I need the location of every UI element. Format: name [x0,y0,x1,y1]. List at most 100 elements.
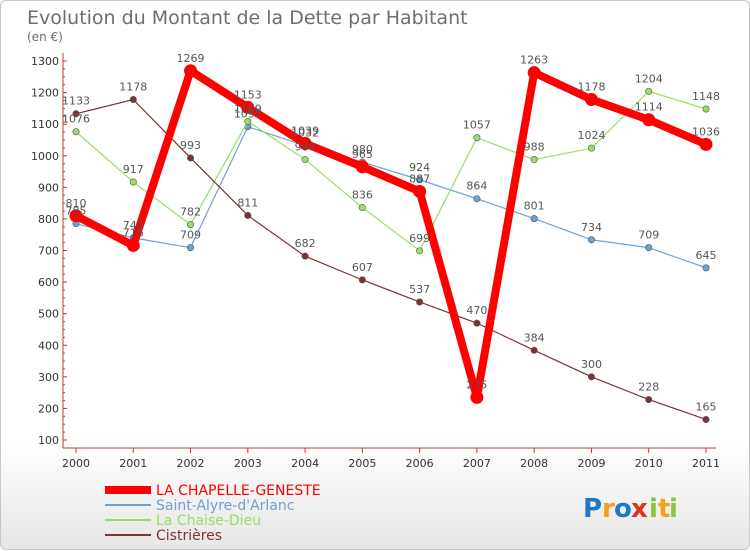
data-point [301,156,309,164]
series-line [72,66,710,402]
data-label: 965 [352,148,373,161]
x-tick-label: 2008 [520,457,548,470]
y-tick-label: 1300 [31,55,59,68]
series-line [75,90,707,252]
data-point [129,96,137,104]
data-labels: 810 716 1269 1153 1039 965 887 235 1263 1178 1114 1… [62,52,720,414]
data-label: 235 [466,378,487,391]
y-tick-label: 1000 [31,150,59,163]
data-label: 980 [352,143,373,156]
data-point [702,264,710,272]
data-point [358,204,366,212]
y-tick-label: 700 [38,245,59,258]
y-tick-label: 500 [38,308,59,321]
data-point [416,298,424,306]
data-point [358,276,366,284]
data-label: 1263 [520,54,548,67]
data-point [587,373,595,381]
data-label: 801 [524,200,545,213]
data-label: 917 [123,163,144,176]
data-label: 1039 [291,124,319,137]
data-label: 1057 [463,119,491,132]
data-label: 384 [524,331,545,344]
data-point [587,144,595,152]
logo-letter: i [669,494,678,524]
data-label: 1178 [119,81,147,94]
data-label: 988 [295,141,316,154]
data-label: 1036 [692,125,720,138]
data-point [126,238,140,252]
data-point [72,110,80,118]
data-label: 607 [352,261,373,274]
data-label: 1133 [62,95,90,108]
data-point [355,160,369,174]
data-label: 537 [409,283,430,296]
data-point [527,66,541,80]
data-label: 228 [638,381,659,394]
data-label: 645 [696,249,717,262]
data-label: 1148 [692,90,720,103]
x-tick-label: 2010 [635,457,663,470]
legend: LA CHAPELLE-GENESTESaint-Alyre-d'ArlancL… [105,483,321,544]
x-tick-label: 2009 [577,457,605,470]
y-tick-label: 400 [38,339,59,352]
data-point [530,346,538,354]
x-tick-label: 2004 [291,457,319,470]
data-point [298,136,312,150]
data-point [72,128,80,136]
data-point [645,396,653,404]
series-line [75,98,707,421]
data-label: 165 [696,400,717,413]
legend-label: Saint-Alyre-d'Arlanc [156,498,294,514]
data-point [244,117,252,125]
chart-subtitle: (en €) [27,30,63,44]
y-tick-label: 800 [38,213,59,226]
legend-label: Cistrières [156,528,222,544]
legend-label: La Chaise-Dieu [156,513,261,529]
data-label: 709 [638,229,659,242]
data-point [129,178,137,186]
data-point [645,87,653,95]
data-label: 836 [352,189,373,202]
data-label: 924 [409,161,430,174]
x-tick-label: 2001 [119,457,147,470]
logo-letter: t [658,494,670,524]
data-label: 810 [66,197,87,210]
data-label: 1204 [635,72,663,85]
data-label: 1153 [234,88,262,101]
x-tick-label: 2005 [348,457,376,470]
chart-title: Evolution du Montant de la Dette par Hab… [27,7,468,29]
data-point [187,244,195,252]
data-point [413,184,427,198]
data-point [702,105,710,113]
y-tick-label: 300 [38,371,59,384]
data-label: 470 [466,304,487,317]
data-label: 699 [409,232,430,245]
data-label: 734 [581,221,602,234]
data-point [244,211,252,219]
logo-letter: P [583,494,602,524]
x-tick-label: 2007 [463,457,491,470]
x-tick-label: 2003 [234,457,262,470]
data-label: 782 [180,206,201,219]
y-tick-label: 100 [38,434,59,447]
data-point [69,209,83,223]
legend-label: LA CHAPELLE-GENESTE [156,483,321,499]
logo-letter: o [614,494,632,524]
data-point [473,195,481,203]
data-label: 1024 [577,129,605,142]
data-label: 1092 [234,108,262,121]
data-point [530,156,538,164]
data-label: 1109 [234,102,262,115]
x-tick-label: 2011 [692,457,720,470]
data-point [584,93,598,107]
data-label: 1114 [635,101,663,114]
y-tick-label: 1100 [31,118,59,131]
data-label: 887 [409,172,430,185]
data-label: 988 [524,141,545,154]
x-tick-label: 2006 [406,457,434,470]
axes: 1002003004005006007008009001000110012001… [31,53,720,470]
data-label: 811 [237,196,258,209]
data-point [470,390,484,404]
